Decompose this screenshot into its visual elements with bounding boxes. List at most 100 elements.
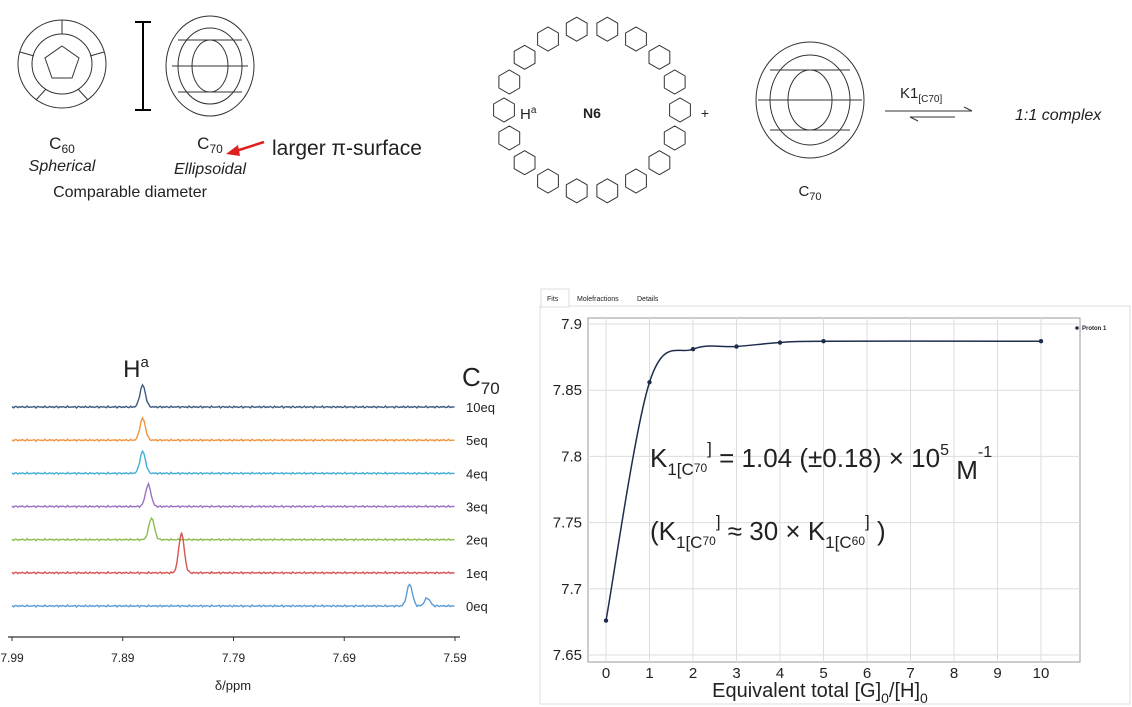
x-tick-label: 7.89 bbox=[111, 651, 135, 665]
size-bar bbox=[135, 21, 151, 111]
ring bbox=[648, 44, 671, 70]
x-tick-label: 5 bbox=[819, 665, 827, 682]
x-axis-label-part: /[H] bbox=[889, 680, 920, 702]
spectrum-trace bbox=[11, 532, 455, 575]
fit-chart: Fits Molefractions Details 7.65 7.7 7.75 7.8 7.… bbox=[539, 288, 1131, 706]
y-tick-label: 7.8 bbox=[561, 448, 582, 465]
annotation: (K1[C70] ≈ 30 × K1[C60] ) bbox=[650, 512, 886, 552]
ring bbox=[625, 168, 647, 194]
ring bbox=[648, 150, 671, 176]
c70-drawing bbox=[165, 15, 255, 117]
spectrum-trace bbox=[11, 383, 455, 410]
trace-label: 2eq bbox=[466, 533, 488, 548]
ring bbox=[513, 44, 536, 70]
x-tick-label: 7.79 bbox=[222, 651, 246, 665]
ring bbox=[498, 69, 521, 95]
x-tick-label: 9 bbox=[993, 665, 1001, 682]
tab[interactable]: Fits bbox=[547, 296, 559, 303]
x-tick-label: 2 bbox=[689, 665, 697, 682]
x-tick-label: 1 bbox=[645, 665, 653, 682]
plot-frame bbox=[587, 317, 1081, 663]
guest-drawing bbox=[755, 41, 865, 159]
guest-label-sub: 70 bbox=[481, 379, 500, 398]
x-tick-label: 3 bbox=[732, 665, 740, 682]
annotation-part: ] bbox=[707, 439, 712, 458]
spectrum-trace bbox=[11, 516, 455, 542]
guest-label: C70 bbox=[798, 183, 821, 203]
c60-shape: Spherical bbox=[29, 158, 96, 175]
trace-label: 3eq bbox=[466, 500, 488, 515]
c70-shape: Ellipsoidal bbox=[174, 161, 246, 178]
y-tick-label: 7.7 bbox=[561, 581, 582, 598]
y-tick-label: 7.9 bbox=[561, 316, 582, 333]
x-axis-label-part: Equivalent total [G] bbox=[712, 680, 881, 702]
x-tick-label: 7.59 bbox=[443, 651, 467, 665]
spectrum-trace bbox=[11, 481, 455, 509]
y-tick-label: 7.65 bbox=[553, 647, 582, 664]
x-axis-label: Equivalent total [G]0/[H]0 bbox=[712, 680, 928, 706]
peak-label-sup: a bbox=[141, 354, 150, 371]
tab[interactable]: Details bbox=[637, 296, 659, 303]
x-axis-label: δ/ppm bbox=[215, 678, 251, 693]
x-axis-label-part: 0 bbox=[881, 690, 889, 706]
ring bbox=[537, 26, 559, 52]
annotation-part: K bbox=[650, 443, 668, 473]
ring bbox=[596, 178, 619, 204]
tab-active bbox=[540, 288, 570, 308]
callout-arrow bbox=[226, 140, 265, 156]
ring bbox=[663, 69, 686, 95]
ring bbox=[513, 150, 536, 176]
caption: Comparable diameter bbox=[53, 184, 208, 201]
annotation-part: 70 bbox=[702, 534, 716, 548]
x-tick-label: 7 bbox=[906, 665, 914, 682]
data-point bbox=[603, 618, 609, 623]
x-tick-label: 7.69 bbox=[333, 651, 357, 665]
legend-label: Proton 1 bbox=[1082, 326, 1107, 332]
equilibrium-arrows bbox=[885, 106, 973, 122]
peak-label: Ha bbox=[123, 354, 149, 383]
guest-label: C70 bbox=[462, 362, 500, 398]
ring bbox=[596, 16, 619, 42]
macrocycle-drawing bbox=[493, 16, 691, 204]
peak-label-base: H bbox=[123, 356, 140, 383]
annotation-part: 60 bbox=[852, 534, 866, 548]
annotation-part: M bbox=[949, 455, 978, 485]
trace-label: 4eq bbox=[466, 466, 488, 481]
data-point bbox=[777, 340, 783, 345]
trace-label: 10eq bbox=[466, 400, 495, 415]
data-point bbox=[690, 346, 696, 352]
host-name: N6 bbox=[583, 105, 601, 121]
legend-marker bbox=[1075, 326, 1079, 330]
annotation-part: ] bbox=[716, 512, 721, 531]
ring bbox=[669, 97, 691, 123]
y-tick-label: 7.85 bbox=[553, 382, 582, 399]
y-tick-label: 7.75 bbox=[553, 515, 582, 532]
proton-label: Ha bbox=[520, 105, 537, 123]
annotation-part: (K bbox=[650, 516, 677, 546]
ring bbox=[493, 97, 515, 123]
callout: larger π-surface bbox=[272, 137, 422, 160]
spectrum-trace bbox=[11, 416, 455, 443]
trace-label: 0eq bbox=[466, 599, 488, 614]
nmr-chart: 7.99 7.89 7.79 7.69 7.59 δ/ppm Ha C70 10eq 5eq 4eq… bbox=[0, 354, 499, 693]
annotation-part: 70 bbox=[694, 461, 708, 475]
product: 1:1 complex bbox=[1015, 107, 1102, 124]
x-tick-label: 0 bbox=[602, 665, 610, 682]
ring bbox=[565, 178, 588, 204]
annotation-part: = 1.04 (±0.18) × 10 bbox=[712, 443, 940, 473]
data-point bbox=[821, 339, 826, 344]
annotation-part: ) bbox=[870, 516, 886, 546]
ring bbox=[625, 26, 647, 52]
equilibrium-label: K1[C70] bbox=[900, 85, 942, 105]
x-tick-label: 8 bbox=[950, 665, 958, 682]
annotation-part: 1[C bbox=[825, 533, 851, 552]
ring bbox=[663, 125, 686, 151]
annotation-part: ] bbox=[865, 512, 870, 531]
tab[interactable]: Molefractions bbox=[577, 296, 619, 303]
annotation-part: ≈ 30 × K bbox=[721, 516, 826, 546]
x-tick-label: 7.99 bbox=[0, 651, 24, 665]
tab-panel bbox=[539, 305, 1131, 705]
annotation-part: 5 bbox=[940, 442, 949, 459]
